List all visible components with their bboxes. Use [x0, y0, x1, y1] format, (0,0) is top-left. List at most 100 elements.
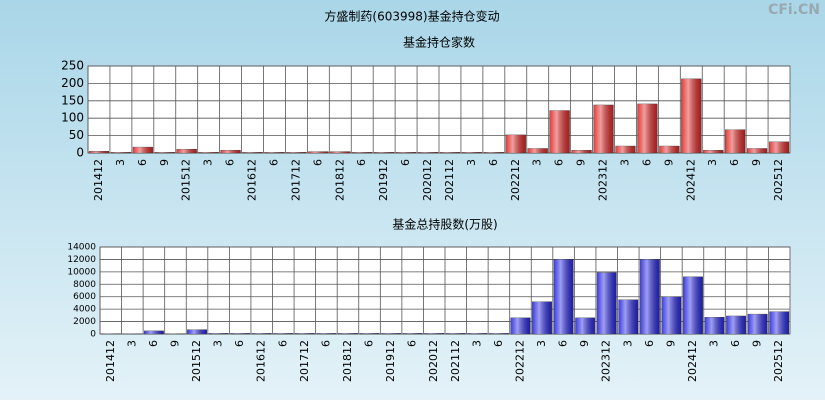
bar-shine	[747, 148, 767, 153]
bar-shine	[640, 259, 660, 334]
x-tick-label: 202012	[427, 340, 440, 382]
bar-shine	[575, 317, 595, 334]
bar-shine	[424, 333, 444, 334]
bar-shine	[230, 333, 250, 334]
x-tick-label: 201612	[246, 159, 259, 201]
x-tick-label: 6	[233, 340, 246, 347]
x-tick-label: 6	[355, 159, 368, 166]
bar-shine	[308, 151, 329, 153]
x-tick-label: 3	[470, 340, 483, 347]
bar-shine	[769, 311, 789, 334]
x-tick-label: 202412	[686, 340, 699, 382]
x-tick-label: 202112	[443, 159, 456, 201]
x-tick-label: 201912	[377, 159, 390, 201]
x-tick-label: 201912	[384, 340, 397, 382]
x-tick-label: 6	[492, 340, 505, 347]
x-tick-label: 3	[535, 340, 548, 347]
main-title: 方盛制药(603998)基金持仓变动	[324, 9, 499, 24]
x-tick-label: 202412	[684, 159, 697, 201]
y-tick-label: 2000	[73, 317, 96, 327]
bar-shine	[374, 152, 395, 153]
bar-shine	[597, 272, 617, 334]
y-tick-label: 150	[61, 93, 84, 107]
bar-shine	[338, 333, 358, 334]
x-tick-label: 6	[640, 159, 653, 166]
bar-shine	[381, 333, 401, 334]
x-tick-label: 9	[662, 159, 675, 166]
y-tick-label: 0	[76, 146, 84, 160]
bar-shine	[553, 259, 574, 334]
x-tick-label: 201712	[289, 159, 302, 201]
x-tick-label: 9	[664, 340, 677, 347]
bar-shine	[637, 103, 658, 153]
x-tick-label: 202012	[421, 159, 434, 201]
x-tick-label: 202512	[772, 340, 785, 382]
y-tick-label: 4000	[73, 305, 96, 315]
x-tick-label: 3	[531, 159, 544, 166]
x-tick-label: 6	[267, 159, 280, 166]
x-tick-label: 9	[575, 159, 588, 166]
x-tick-label: 6	[363, 340, 376, 347]
bar-shine	[532, 301, 552, 334]
bar-shine	[615, 146, 636, 153]
x-tick-label: 9	[168, 340, 181, 347]
bar-shine	[446, 333, 466, 334]
x-tick-label: 201412	[92, 159, 105, 201]
bar-shine	[747, 314, 768, 334]
bar-shine	[703, 150, 724, 153]
bar-shine	[489, 333, 509, 334]
x-tick-label: 201512	[180, 159, 193, 201]
bar-shine	[659, 146, 680, 153]
x-tick-label: 202212	[513, 340, 526, 382]
x-tick-label: 6	[557, 340, 570, 347]
y-tick-label: 250	[61, 59, 84, 73]
y-tick-label: 6000	[73, 292, 96, 302]
bar-shine	[316, 333, 337, 334]
bar-shine	[220, 150, 241, 153]
x-tick-label: 202312	[597, 159, 610, 201]
bar-shine	[144, 330, 164, 334]
bar-shine	[725, 129, 746, 153]
bar-shine	[462, 152, 482, 153]
y-tick-label: 12000	[67, 255, 96, 265]
x-tick-label: 202112	[449, 340, 462, 382]
y-tick-label: 14000	[67, 243, 96, 253]
bar-shine	[661, 296, 682, 334]
x-tick-label: 3	[114, 159, 127, 166]
bar-shine	[242, 152, 263, 153]
x-tick-label: 6	[729, 340, 742, 347]
watermark: CFi.CN	[768, 2, 820, 18]
bar-shine	[187, 329, 207, 334]
bar-shine	[359, 333, 380, 334]
x-tick-label: 6	[553, 159, 566, 166]
x-tick-label: 6	[406, 340, 419, 347]
x-tick-label: 9	[158, 159, 171, 166]
x-tick-label: 201612	[255, 340, 268, 382]
bar-shine	[208, 333, 229, 334]
bar-shine	[505, 134, 526, 153]
bar-shine	[264, 152, 285, 153]
x-tick-label: 6	[147, 340, 160, 347]
x-tick-label: 202212	[509, 159, 522, 201]
bar-shine	[618, 299, 638, 334]
bar-shine	[402, 333, 423, 334]
x-tick-label: 201412	[104, 340, 117, 382]
x-tick-label: 3	[708, 340, 721, 347]
x-tick-label: 3	[621, 340, 634, 347]
x-tick-label: 202512	[772, 159, 785, 201]
x-tick-label: 202312	[600, 340, 613, 382]
x-tick-label: 6	[487, 159, 500, 166]
bar-shine	[571, 150, 592, 153]
bar-shine	[176, 149, 197, 153]
x-tick-label: 6	[276, 340, 289, 347]
bar-shine	[132, 147, 153, 153]
x-tick-label: 6	[399, 159, 412, 166]
x-tick-label: 201812	[333, 159, 346, 201]
y-tick-label: 10000	[67, 267, 96, 277]
x-tick-label: 9	[751, 340, 764, 347]
x-tick-label: 6	[643, 340, 656, 347]
bar-shine	[681, 78, 702, 153]
x-tick-label: 6	[136, 159, 149, 166]
x-tick-label: 6	[319, 340, 332, 347]
